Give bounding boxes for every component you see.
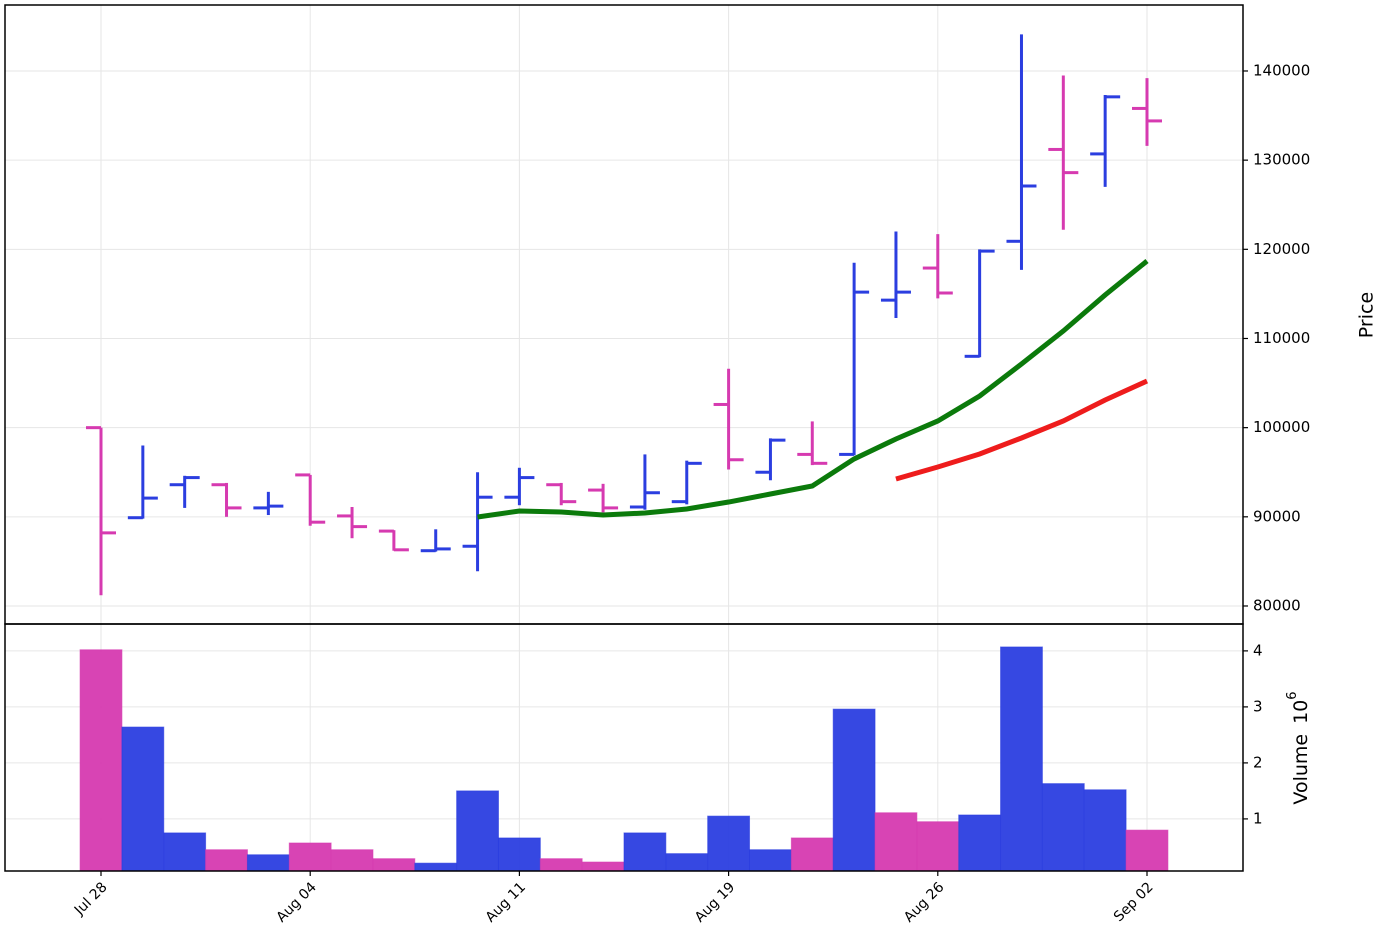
volume-bar [581, 861, 625, 872]
volume-bar [749, 849, 792, 872]
price-tick-label: 100000 [1253, 418, 1310, 436]
moving-average-line [477, 259, 1149, 520]
volume-tick-label: 3 [1253, 697, 1263, 715]
volume-scale-base: 10 [1290, 700, 1312, 724]
x-tick-label: Jul 28 [71, 879, 111, 919]
volume-tick-label: 2 [1253, 753, 1263, 771]
volume-frame [4, 623, 1244, 872]
price-tick-label: 130000 [1253, 151, 1310, 169]
volume-tick-label: 1 [1253, 809, 1263, 827]
volume-bar [623, 832, 667, 872]
volume-scale-exponent: 6 [1285, 691, 1300, 699]
volume-bar [330, 849, 374, 872]
volume-bar [1083, 789, 1127, 872]
moving-average-line [895, 378, 1149, 482]
price-axis-label: Price [1356, 292, 1378, 338]
volume-bar [707, 815, 751, 872]
volume-axis-label: Volume 106 [1285, 691, 1312, 804]
price-tick-label: 80000 [1253, 596, 1301, 614]
volume-bar [832, 708, 876, 872]
volume-bar [1125, 829, 1169, 872]
x-tick-label: Aug 11 [483, 879, 529, 925]
volume-tick-label: 4 [1253, 641, 1263, 659]
volume-bar [1041, 783, 1085, 872]
volume-label-text: Volume [1290, 734, 1312, 805]
volume-bar [958, 814, 1002, 872]
volume-bar [372, 858, 416, 872]
price-tick-label: 120000 [1253, 240, 1310, 258]
volume-bar [874, 812, 918, 872]
x-tick-label: Sep 02 [1111, 879, 1157, 925]
volume-bar [790, 837, 834, 872]
marks-layer [79, 34, 1169, 872]
price-frame [4, 4, 1244, 625]
volume-bar [665, 853, 709, 872]
volume-bar [1000, 646, 1043, 872]
volume-bar [288, 842, 332, 872]
volume-bar [163, 832, 207, 872]
x-tick-label: Aug 04 [273, 879, 319, 925]
price-tick-label: 110000 [1253, 329, 1310, 347]
volume-bar [916, 821, 960, 872]
grid-layer [5, 5, 1243, 871]
volume-bar [205, 849, 248, 872]
volume-bar [456, 790, 499, 872]
price-tick-label: 140000 [1253, 61, 1310, 79]
x-tick-label: Aug 19 [692, 879, 738, 925]
volume-bar [497, 837, 541, 872]
price-tick-label: 90000 [1253, 507, 1301, 525]
volume-bar [246, 854, 290, 872]
volume-bar [414, 862, 458, 872]
volume-bar [79, 649, 123, 872]
volume-bar [121, 726, 165, 872]
volume-bar [539, 858, 583, 872]
x-tick-label: Aug 26 [901, 879, 947, 925]
